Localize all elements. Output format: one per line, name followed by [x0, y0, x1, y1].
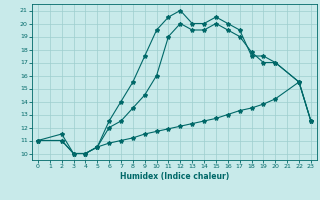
X-axis label: Humidex (Indice chaleur): Humidex (Indice chaleur)	[120, 172, 229, 181]
